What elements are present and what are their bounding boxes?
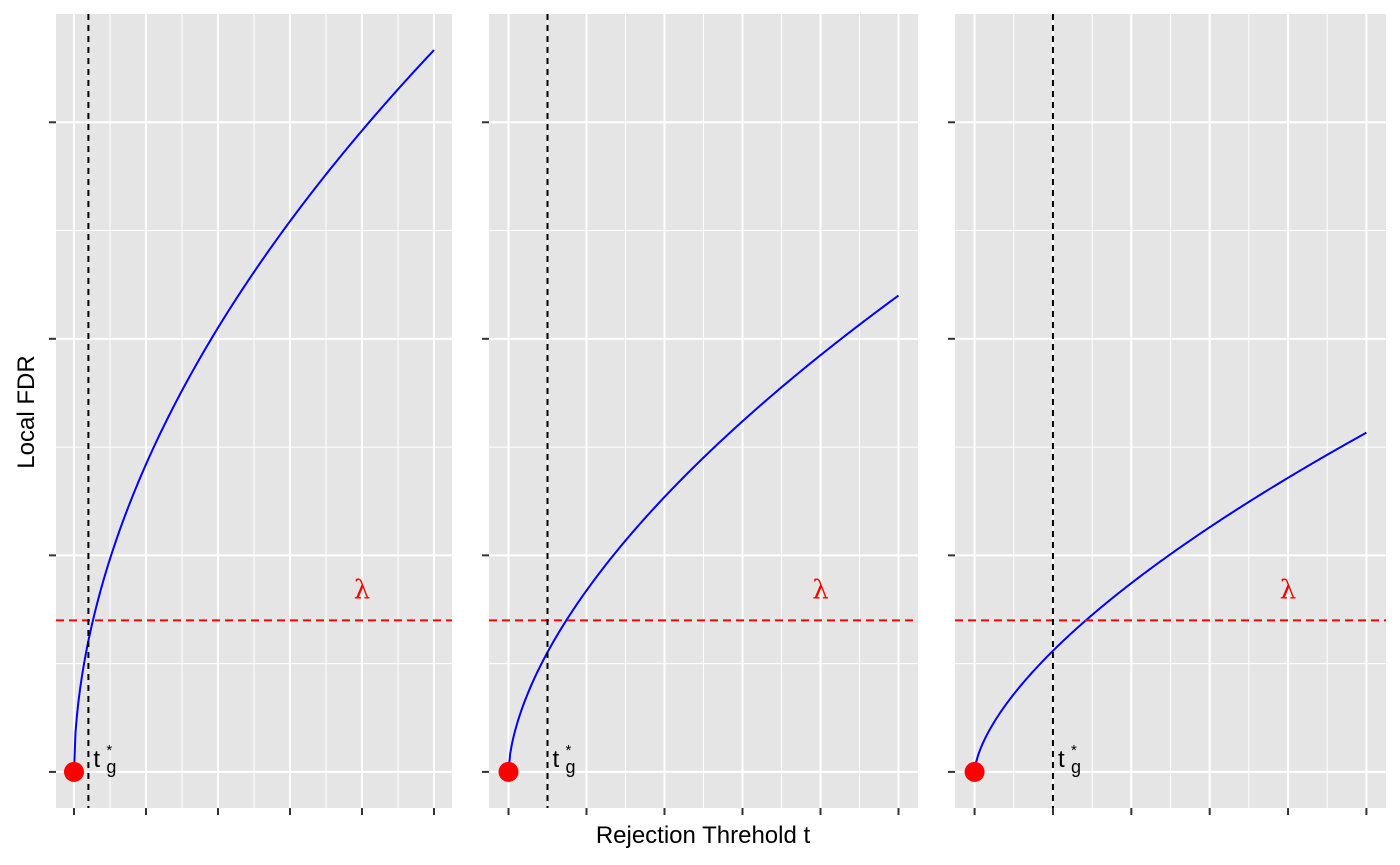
x-axis-title: Rejection Threhold t bbox=[596, 822, 811, 849]
t-star-label: t bbox=[553, 746, 560, 773]
facet-panel-2: λ t *g bbox=[482, 14, 918, 815]
lambda-label: λ bbox=[812, 575, 828, 605]
t-star-label: t bbox=[93, 746, 100, 773]
lambda-label: λ bbox=[354, 575, 370, 605]
t-star-label: t bbox=[1058, 746, 1065, 773]
t-star-subscript: g bbox=[566, 757, 576, 777]
local-fdr-curve bbox=[73, 49, 435, 772]
t-star-subscript: g bbox=[106, 757, 116, 777]
origin-point bbox=[498, 761, 519, 782]
y-axis-title: Local FDR bbox=[13, 355, 40, 468]
facet-panel-3: λ t *g bbox=[948, 14, 1386, 815]
origin-point bbox=[964, 761, 985, 782]
local-fdr-curve bbox=[973, 431, 1367, 773]
t-star-subscript: g bbox=[1071, 757, 1081, 777]
t-star-superscript: * bbox=[106, 742, 112, 759]
lambda-label: λ bbox=[1280, 575, 1296, 605]
local-fdr-curve bbox=[507, 294, 900, 773]
facet-panel-1: λ t *g bbox=[49, 14, 452, 815]
t-star-superscript: * bbox=[566, 742, 572, 759]
facet-panels: λt *gλt *gλt *g bbox=[49, 14, 1386, 815]
origin-point bbox=[64, 761, 84, 782]
t-star-superscript: * bbox=[1071, 742, 1077, 759]
